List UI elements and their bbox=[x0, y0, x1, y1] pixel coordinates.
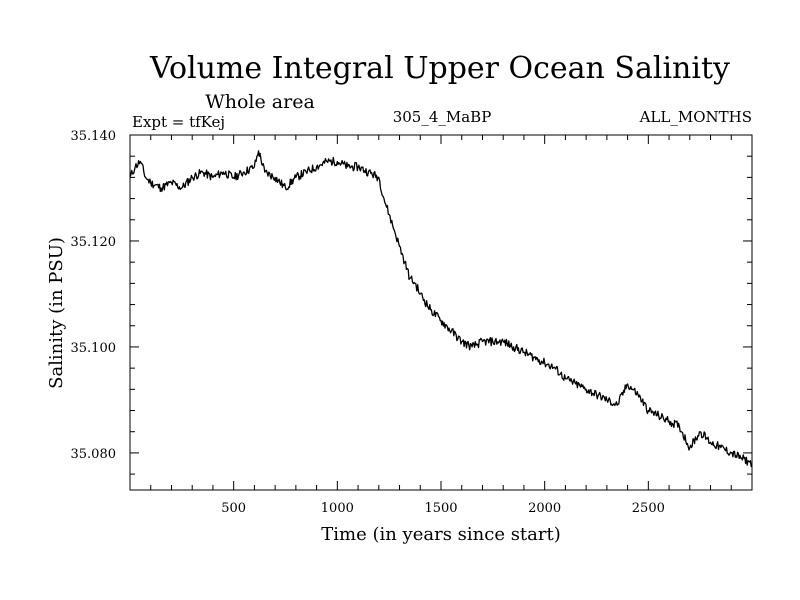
y-tick-label: 35.140 bbox=[71, 129, 117, 144]
y-tick-label: 35.120 bbox=[71, 235, 117, 250]
x-tick-label: 500 bbox=[221, 501, 246, 516]
x-tick-label: 2500 bbox=[632, 501, 665, 516]
series-layer bbox=[129, 150, 753, 468]
x-tick-label: 1500 bbox=[424, 501, 457, 516]
x-axis-ticks bbox=[150, 135, 732, 490]
header-left: Expt = tfKej bbox=[132, 113, 225, 131]
y-tick-label: 35.100 bbox=[71, 341, 117, 356]
chart-subtitle: Whole area bbox=[205, 91, 315, 113]
y-axis-label: Salinity (in PSU) bbox=[46, 237, 67, 389]
x-tick-label: 1000 bbox=[321, 501, 354, 516]
chart-title: Volume Integral Upper Ocean Salinity bbox=[149, 51, 730, 86]
header-center: 305_4_MaBP bbox=[393, 108, 492, 126]
header-right: ALL_MONTHS bbox=[639, 108, 752, 126]
x-axis-label: Time (in years since start) bbox=[321, 524, 561, 545]
y-tick-label: 35.080 bbox=[71, 447, 117, 462]
plot-frame bbox=[129, 134, 753, 491]
x-tick-label: 2000 bbox=[528, 501, 561, 516]
y-tick-labels: 35.080 35.100 35.120 35.140 bbox=[71, 129, 117, 462]
series-line bbox=[129, 150, 753, 468]
x-tick-labels: 500 1000 1500 2000 2500 bbox=[221, 501, 665, 516]
y-axis-ticks bbox=[130, 134, 752, 475]
